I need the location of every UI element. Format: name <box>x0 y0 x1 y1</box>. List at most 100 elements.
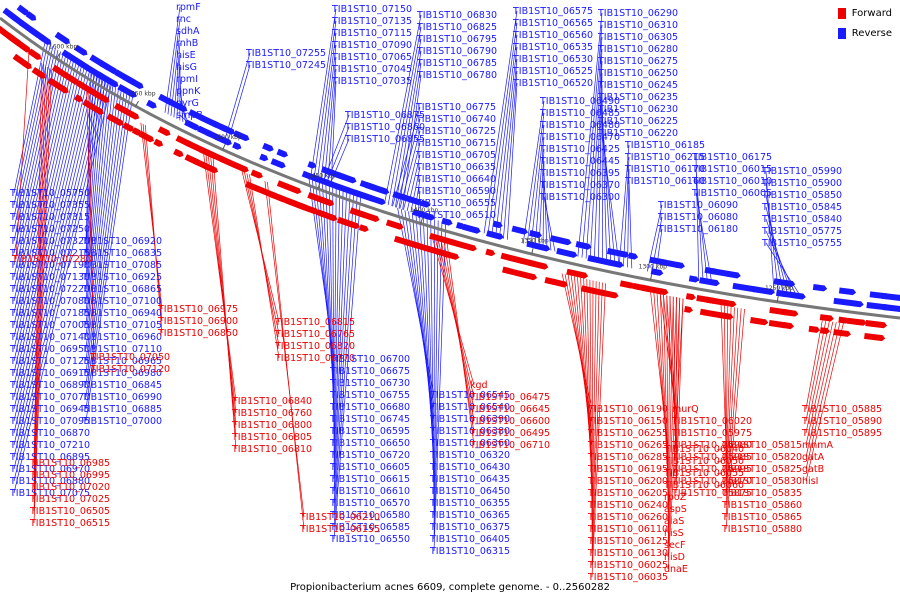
gene-label: aspS <box>664 504 687 515</box>
reverse-gene-arrow <box>220 124 236 135</box>
reverse-gene-arrow <box>103 75 119 88</box>
gene-label: TIB1ST10_05850 <box>761 190 842 201</box>
leader-line <box>623 156 630 267</box>
forward-gene-arrow <box>27 48 42 60</box>
gene-label: ppnK <box>176 86 201 97</box>
leader-line <box>765 242 802 298</box>
gene-label: TIB1ST10_07045 <box>331 64 412 75</box>
gene-label: TIB1ST10_05995 <box>671 464 752 475</box>
leader-line <box>627 168 630 268</box>
forward-gene-arrow <box>244 181 259 191</box>
leader-line <box>589 48 603 260</box>
gene-label: TIB1ST10_07245 <box>245 60 326 71</box>
leader-line <box>725 306 729 470</box>
leader-line <box>591 281 600 554</box>
forward-gene-arrow <box>285 183 302 194</box>
reverse-gene-arrow <box>549 235 572 246</box>
leader-line <box>33 65 47 488</box>
forward-gene-arrow <box>8 34 31 53</box>
gene-label: TIB1ST10_06715 <box>415 138 496 149</box>
gene-label: TIB1ST10_06555 <box>415 198 496 209</box>
gene-label: TIB1ST10_06235 <box>597 92 678 103</box>
reverse-gene-arrow <box>408 196 423 206</box>
forward-gene-arrow <box>527 259 549 270</box>
gene-label: TIB1ST10_06405 <box>429 534 510 545</box>
leader-line <box>667 296 671 522</box>
forward-gene-arrow <box>501 266 517 276</box>
gene-label: TIB1ST10_07080 <box>9 296 90 307</box>
gene-label: rnhB <box>176 38 198 49</box>
leader-line <box>725 308 745 530</box>
gene-label: TIB1ST10_06945 <box>9 404 90 415</box>
gene-label: TIB1ST10_05860 <box>721 500 802 511</box>
gene-label: TIB1ST10_05775 <box>761 226 842 237</box>
gene-label: TIB1ST10_06635 <box>415 162 496 173</box>
gene-label: TIB1ST10_06585 <box>329 522 410 533</box>
gene-label: TIB1ST10_06675 <box>329 366 410 377</box>
forward-gene-arrow <box>566 268 589 279</box>
forward-gene-arrow <box>485 248 496 257</box>
reverse-gene-arrow <box>25 11 37 21</box>
gene-label: hisG <box>176 62 197 73</box>
reverse-gene-arrow <box>336 171 357 184</box>
gene-label: TIB1ST10_06940 <box>81 308 162 319</box>
gene-label: TIB1ST10_07140 <box>9 332 90 343</box>
reverse-gene-arrow <box>628 252 639 260</box>
gene-label: TIB1ST10_06260 <box>587 512 668 523</box>
gene-label: TIB1ST10_06215 <box>624 152 705 163</box>
leader-line <box>330 80 337 186</box>
leader-line <box>443 243 475 434</box>
leader-line <box>85 80 108 314</box>
forward-gene-arrow <box>349 221 360 230</box>
reverse-gene-arrow <box>881 292 900 302</box>
leader-line <box>805 320 827 422</box>
reverse-gene-arrow <box>424 212 436 221</box>
leader-line <box>586 279 593 506</box>
leader-line <box>33 64 45 476</box>
gene-label: TIB1ST10_06055 <box>663 468 744 479</box>
leader-line <box>267 181 305 530</box>
leader-line <box>561 273 593 410</box>
gene-label: TIB1ST10_06820 <box>274 341 355 352</box>
forward-gene-arrow <box>57 68 74 81</box>
reverse-gene-arrow <box>732 282 758 293</box>
forward-gene-arrow <box>0 33 1 48</box>
forward-gene-arrow <box>86 101 104 115</box>
gene-label: TIB1ST10_06390 <box>429 414 510 425</box>
leader-line <box>695 168 704 282</box>
gene-label: TIB1ST10_06210 <box>299 512 380 523</box>
gene-label: TIB1ST10_06010 <box>691 176 772 187</box>
forward-gene-arrow <box>202 162 219 174</box>
forward-gene-arrow <box>131 127 142 136</box>
reverse-gene-arrow <box>98 60 118 75</box>
leader-line <box>522 100 545 244</box>
gene-label: TIB1ST10_07090 <box>331 40 412 51</box>
leader-line <box>13 51 61 266</box>
gene-label: TIB1ST10_06775 <box>415 102 496 113</box>
gene-label: TIB1ST10_06765 <box>274 329 355 340</box>
reverse-gene-arrow <box>688 275 700 283</box>
gene-label: TIB1ST10_07095 <box>9 416 90 427</box>
gene-label: gatA <box>802 452 825 463</box>
axis-tick-label: 1500 kbp <box>214 134 242 141</box>
gene-label: TIB1ST10_06020 <box>671 416 752 427</box>
forward-gene-arrow <box>316 209 331 219</box>
leader-line <box>13 73 96 422</box>
gene-label: TIB1ST10_06240 <box>587 500 668 511</box>
leader-line <box>13 66 85 374</box>
leader-line <box>675 298 684 494</box>
leader-line <box>672 296 677 458</box>
gene-label: TIB1ST10_06005 <box>691 188 772 199</box>
gene-label: sdhA <box>176 26 200 37</box>
gene-label: TIB1ST10_06080 <box>657 212 738 223</box>
forward-gene-arrow <box>684 305 693 313</box>
reverse-gene-arrow <box>752 286 775 295</box>
leader-line <box>13 81 110 482</box>
gene-label: TIB1ST10_06980 <box>81 368 162 379</box>
leader-line <box>85 85 117 350</box>
leader-line <box>33 63 43 464</box>
gene-label: TIB1ST10_06290 <box>597 8 678 19</box>
gene-label: TIB1ST10_06705 <box>415 150 496 161</box>
gene-label: TIB1ST10_05895 <box>801 428 882 439</box>
